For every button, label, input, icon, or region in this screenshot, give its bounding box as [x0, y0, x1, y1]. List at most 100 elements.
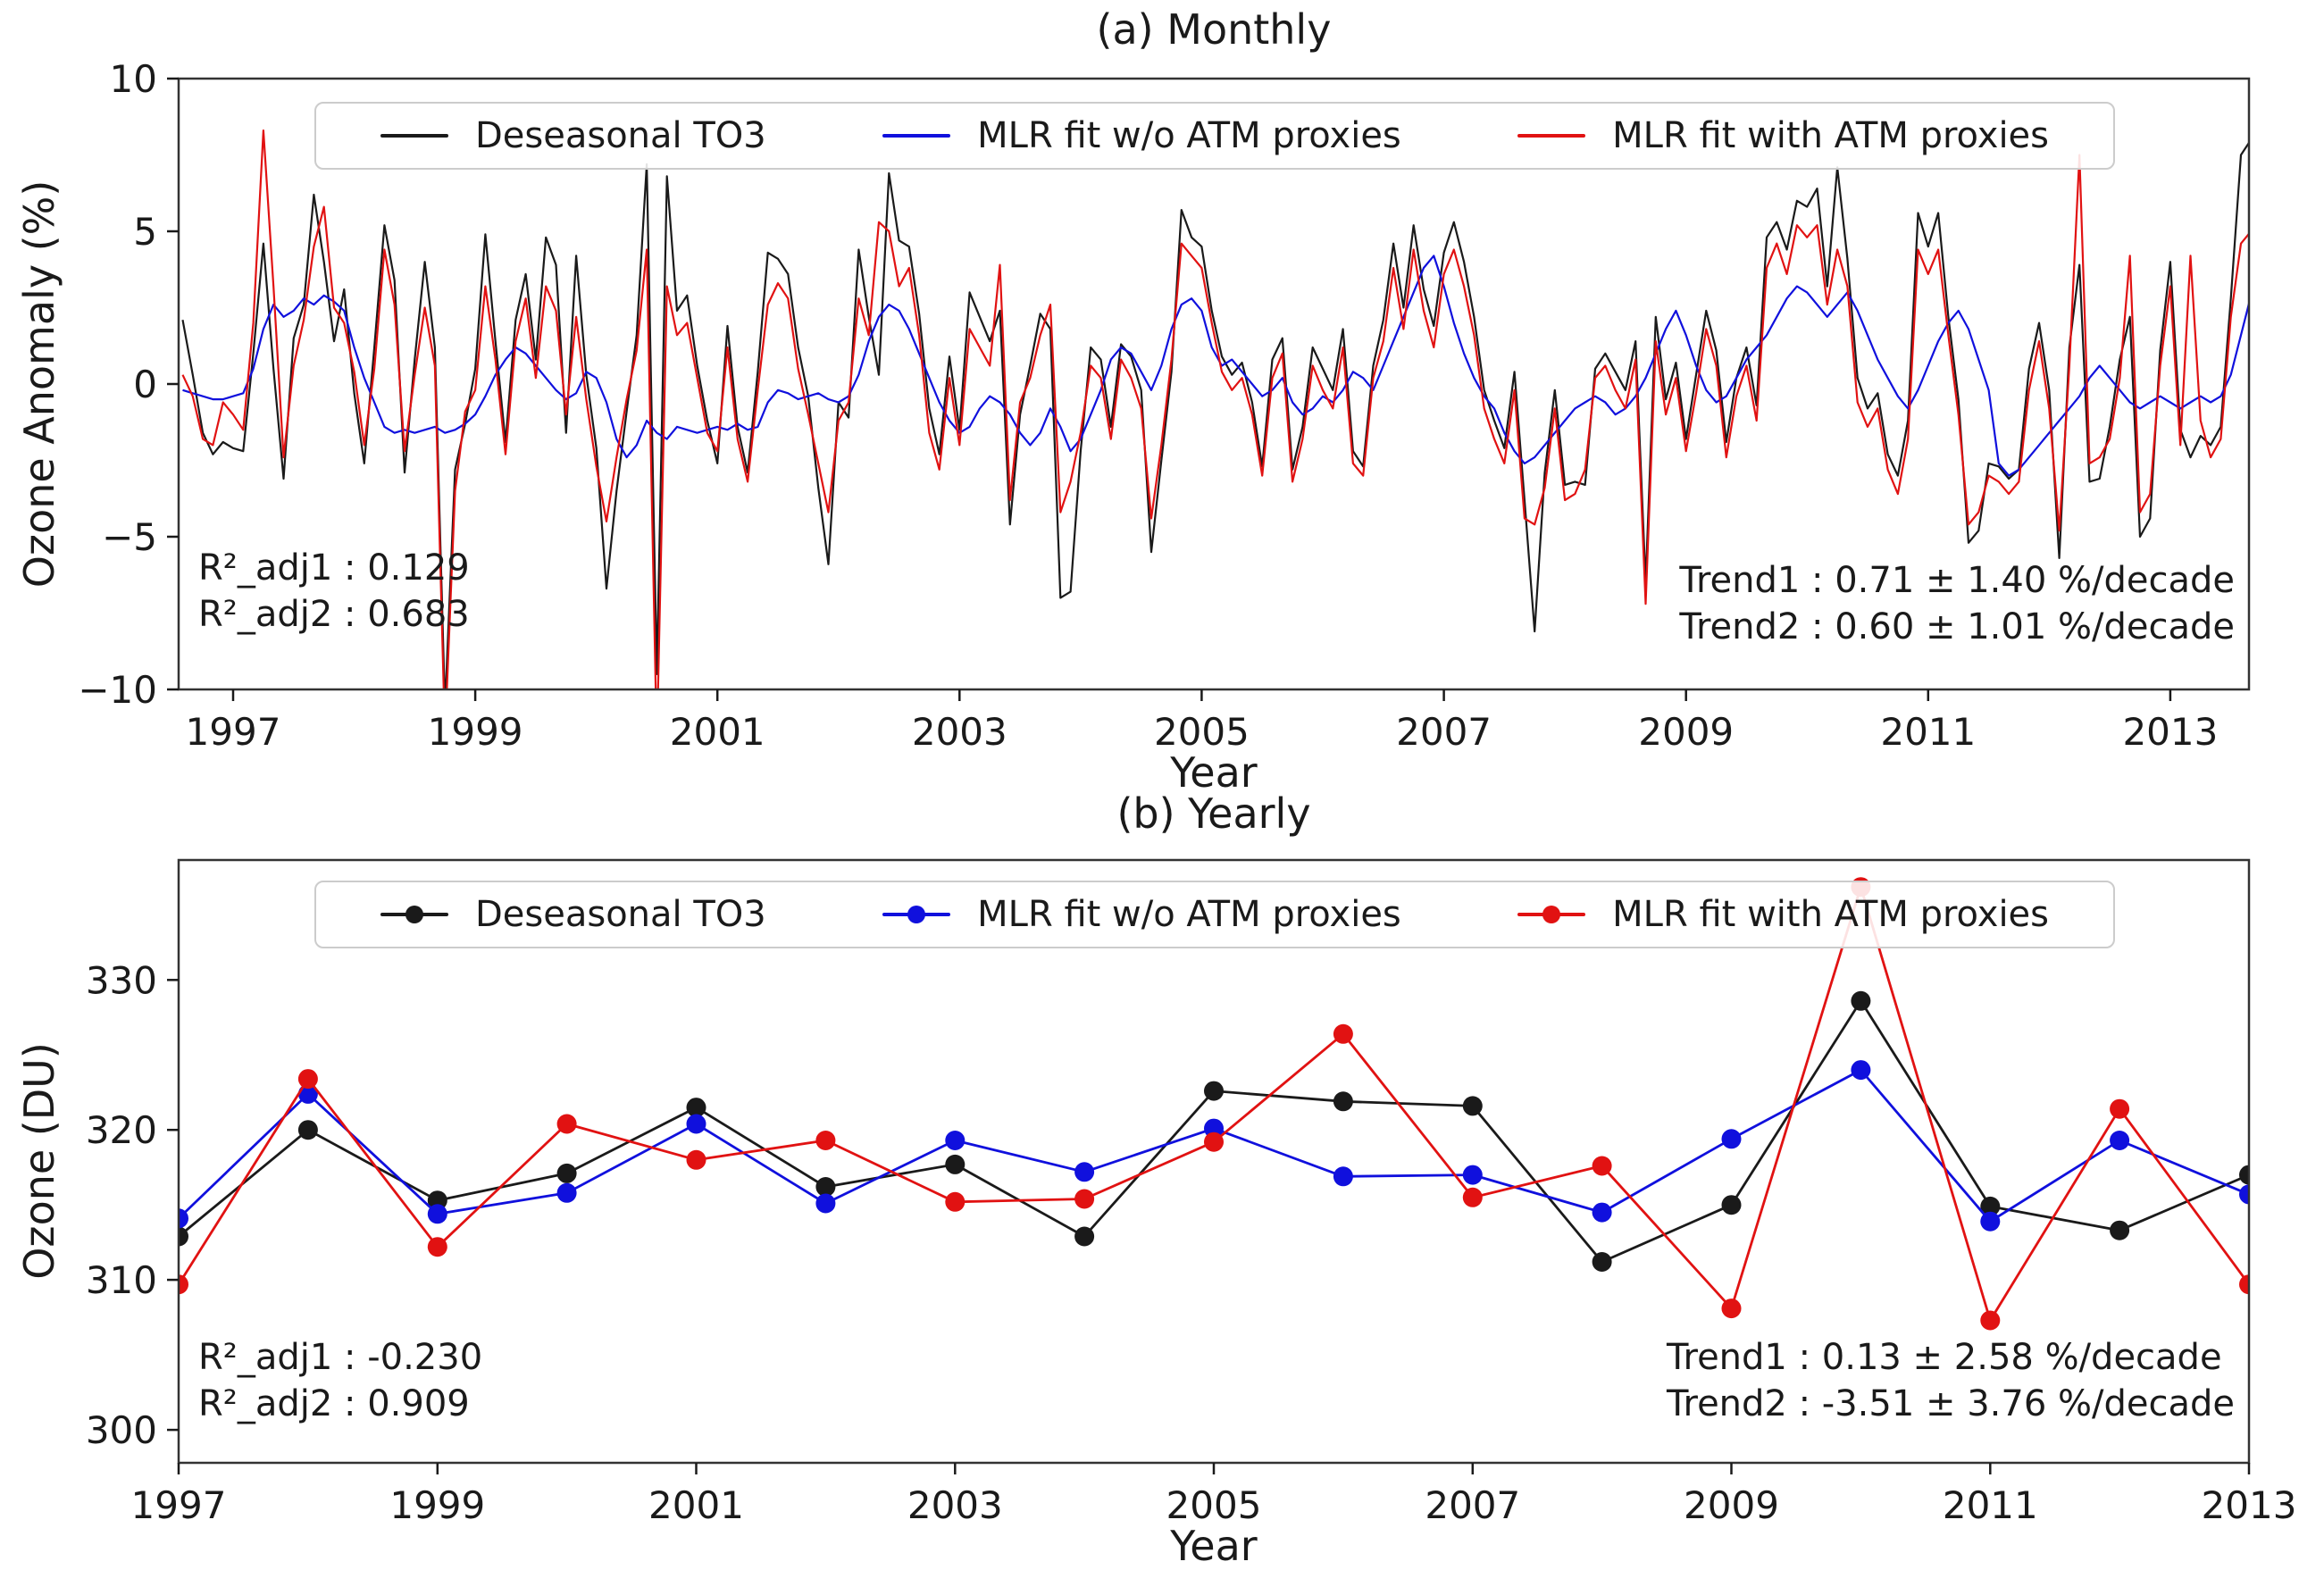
x-tick-label: 2003	[912, 710, 1007, 754]
x-tick-label: 2011	[1880, 710, 1976, 754]
x-tick-label: 2011	[1943, 1483, 2038, 1527]
panel-a-title: (a) Monthly	[1096, 5, 1332, 54]
data-point	[1592, 1202, 1612, 1223]
data-point	[1462, 1165, 1483, 1185]
panel-b-r2-annotation: R²_adj1 : -0.230 R²_adj2 : 0.909	[198, 1334, 482, 1427]
legend-entry-mlr-with-atm: MLR fit with ATM proxies	[1517, 115, 2049, 156]
data-point	[1204, 1081, 1224, 1101]
line-dot-sample-red-icon	[1517, 906, 1586, 923]
data-point	[1462, 1096, 1483, 1116]
data-point	[2239, 1184, 2249, 1205]
data-point	[1721, 1299, 1742, 1319]
legend-entry-deseasonal: Deseasonal TO3	[380, 115, 766, 156]
y-tick-label: 310	[86, 1258, 157, 1302]
legend-label: MLR fit with ATM proxies	[1612, 115, 2049, 156]
panel-b-trend-annotation: Trend1 : 0.13 ± 2.58 %/decade Trend2 : -…	[1667, 1334, 2235, 1427]
data-point	[179, 1226, 188, 1247]
x-tick-label: 2013	[2202, 1483, 2297, 1527]
data-point	[1592, 1252, 1612, 1272]
data-point	[1592, 1156, 1612, 1176]
panel-a-plot-area	[181, 129, 2249, 689]
data-point	[556, 1114, 577, 1134]
y-tick-label: 5	[133, 210, 157, 254]
x-tick-label: 1999	[389, 1483, 485, 1527]
data-point	[556, 1182, 577, 1203]
data-point	[2239, 1274, 2249, 1295]
data-point	[427, 1237, 447, 1257]
legend-entry-mlr-wo-atm: MLR fit w/o ATM proxies	[882, 115, 1401, 156]
data-point	[1074, 1189, 1095, 1209]
r2-adj1-value: R²_adj1 : -0.230	[198, 1337, 483, 1378]
legend-label: Deseasonal TO3	[475, 115, 766, 156]
data-point	[2110, 1098, 2130, 1119]
trend2-value: Trend2 : 0.60 ± 1.01 %/decade	[1679, 606, 2235, 647]
x-tick-label: 2005	[1154, 710, 1250, 754]
panel-a-legend: Deseasonal TO3 MLR fit w/o ATM proxies M…	[314, 102, 2115, 170]
data-point	[1851, 990, 1871, 1011]
panel-a-xlabel: Year	[1170, 748, 1258, 797]
data-point	[427, 1190, 447, 1211]
data-point	[945, 1154, 966, 1174]
data-point	[179, 1208, 188, 1229]
r2-adj1-value: R²_adj1 : 0.129	[198, 547, 470, 589]
y-tick-label: 300	[86, 1408, 157, 1452]
dot-icon	[405, 906, 423, 923]
data-point	[1980, 1310, 2001, 1331]
data-point	[297, 1120, 318, 1140]
x-tick-label: 2013	[2122, 710, 2218, 754]
r2-adj2-value: R²_adj2 : 0.683	[198, 594, 470, 635]
trend1-value: Trend1 : 0.71 ± 1.40 %/decade	[1679, 560, 2235, 601]
data-point	[1204, 1132, 1224, 1152]
line-dot-sample-black-icon	[380, 906, 448, 923]
x-tick-label: 2009	[1638, 710, 1734, 754]
dot-icon	[907, 906, 926, 923]
line-sample-blue-icon	[882, 134, 951, 138]
x-tick-label: 1997	[131, 1483, 227, 1527]
x-tick-label: 1997	[186, 710, 281, 754]
data-point	[686, 1098, 706, 1118]
legend-label: Deseasonal TO3	[475, 894, 766, 935]
data-point	[815, 1193, 836, 1214]
r2-adj2-value: R²_adj2 : 0.909	[198, 1383, 470, 1424]
x-tick-label: 2001	[648, 1483, 744, 1527]
data-point	[1074, 1162, 1095, 1182]
line-sample-red-icon	[1517, 134, 1586, 138]
line-sample-black-icon	[380, 134, 448, 138]
y-tick-label: 320	[86, 1108, 157, 1152]
panel-a-r2-annotation: R²_adj1 : 0.129 R²_adj2 : 0.683	[198, 545, 470, 638]
data-point	[815, 1177, 836, 1197]
y-tick-label: 10	[110, 57, 157, 101]
data-point	[945, 1131, 966, 1150]
data-point	[297, 1069, 318, 1090]
x-tick-label: 2009	[1684, 1483, 1779, 1527]
data-point	[1333, 1023, 1353, 1044]
x-tick-label: 2003	[907, 1483, 1003, 1527]
series-line-mlr-fit-w-o-atm-proxies	[182, 255, 2249, 477]
panel-b-legend: Deseasonal TO3 MLR fit w/o ATM proxies M…	[314, 881, 2115, 948]
panel-b-ylabel: Ozone (DU)	[15, 1042, 63, 1280]
legend-label: MLR fit with ATM proxies	[1612, 894, 2049, 935]
trend1-value: Trend1 : 0.13 ± 2.58 %/decade	[1666, 1337, 2222, 1378]
legend-entry-mlr-with-atm: MLR fit with ATM proxies	[1517, 894, 2049, 935]
legend-label: MLR fit w/o ATM proxies	[977, 894, 1401, 935]
data-point	[2110, 1220, 2130, 1240]
panel-b-plot-area	[179, 877, 2249, 1331]
data-point	[427, 1204, 447, 1224]
series-line-deseasonal-to3	[181, 140, 2249, 689]
panel-b-xlabel: Year	[1170, 1522, 1258, 1570]
data-point	[686, 1114, 706, 1134]
data-point	[1721, 1129, 1742, 1149]
data-point	[1851, 1060, 1871, 1081]
y-tick-label: −5	[102, 515, 157, 559]
y-tick-label: −10	[78, 668, 157, 712]
panel-a-ylabel: Ozone Anomaly (%)	[15, 180, 63, 589]
data-point	[1204, 1118, 1224, 1139]
x-tick-label: 1999	[428, 710, 523, 754]
data-point	[945, 1191, 966, 1212]
data-point	[1462, 1187, 1483, 1207]
data-point	[179, 1274, 188, 1295]
legend-entry-deseasonal: Deseasonal TO3	[380, 894, 766, 935]
legend-label: MLR fit w/o ATM proxies	[977, 115, 1401, 156]
